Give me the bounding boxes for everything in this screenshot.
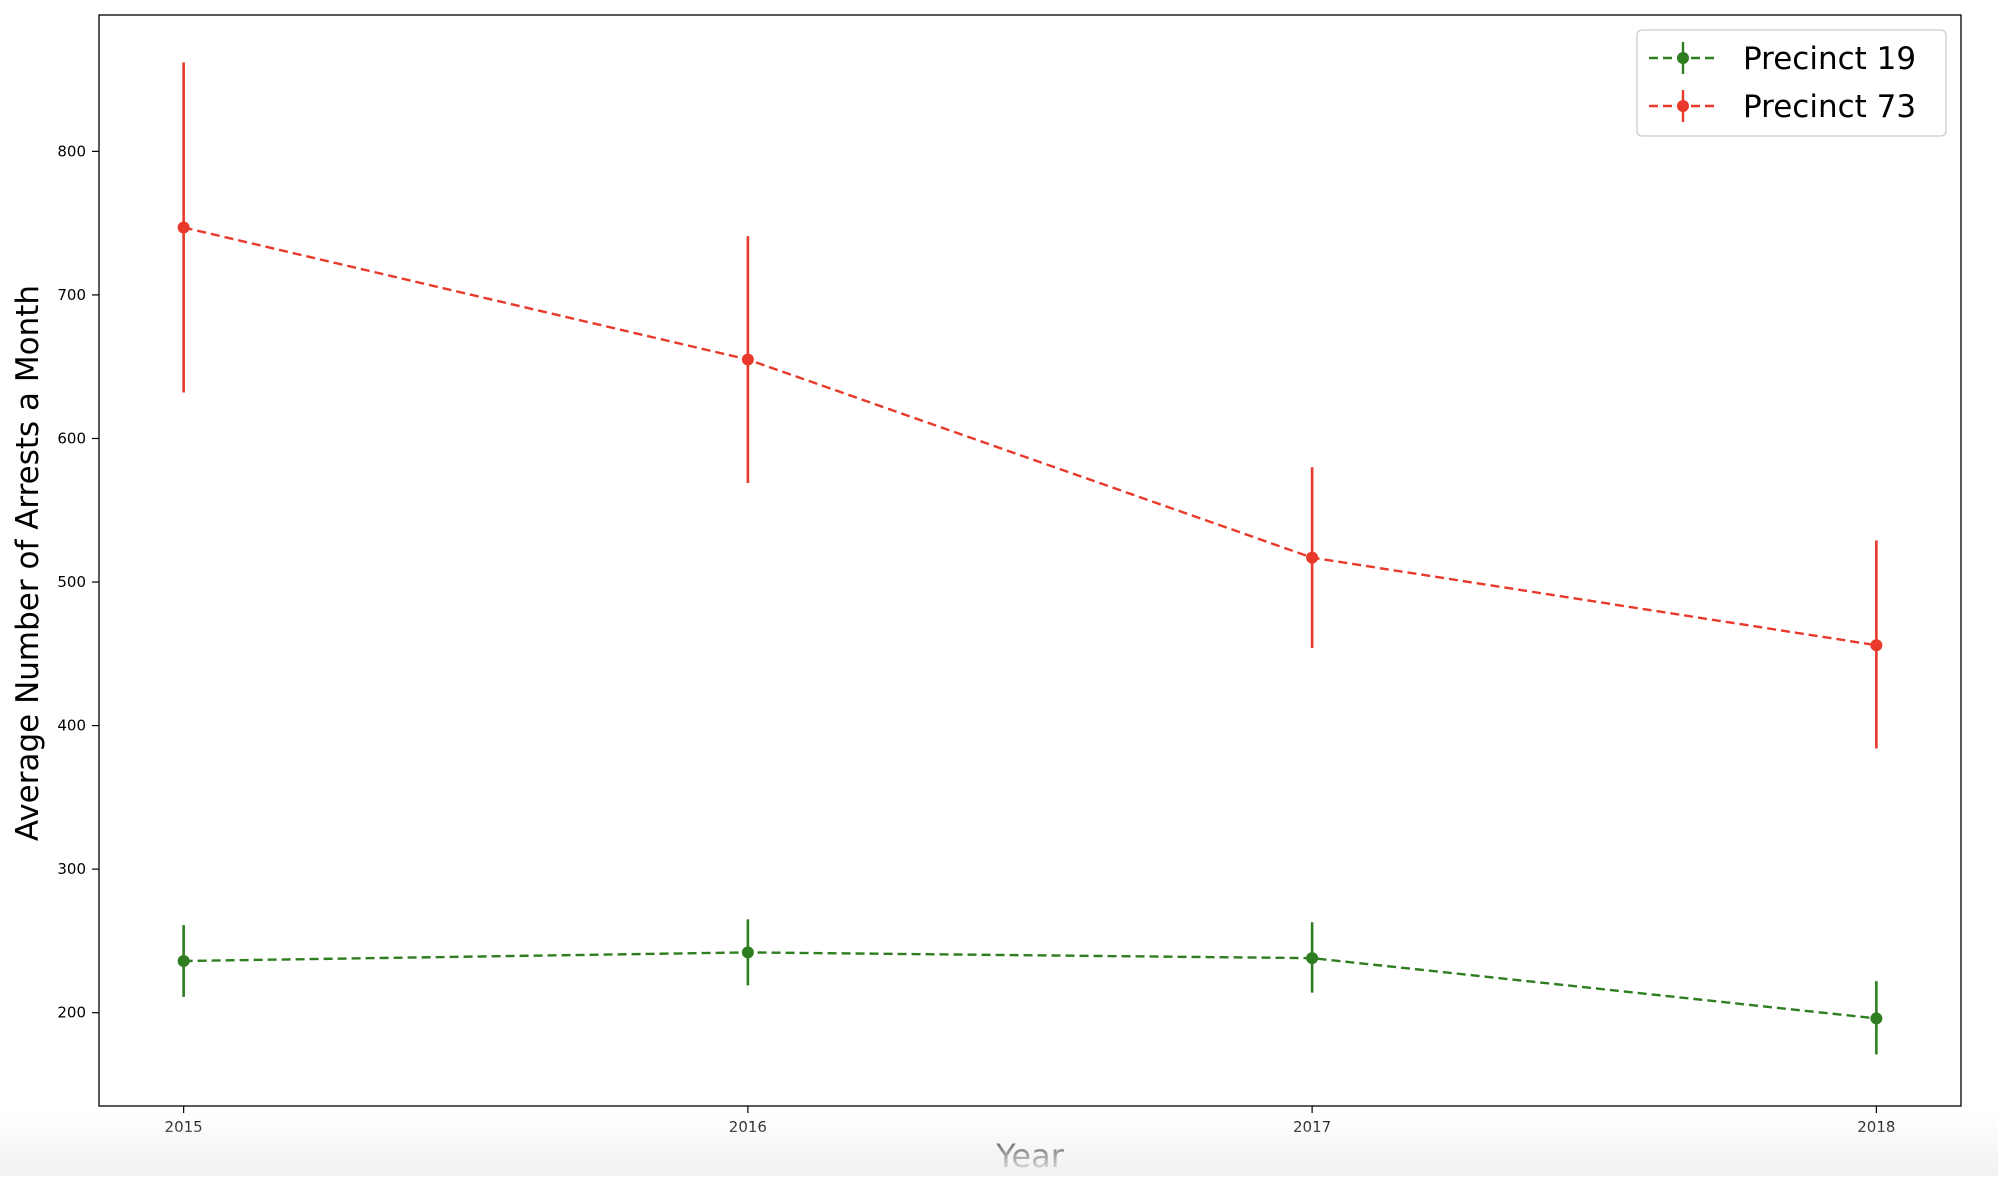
legend-marker-precinct-73 — [1677, 100, 1689, 112]
legend: Precinct 19 Precinct 73 — [1636, 29, 1947, 137]
legend-item-precinct-73: Precinct 73 — [1649, 89, 1916, 125]
legend-item-precinct-19: Precinct 19 — [1649, 41, 1916, 77]
data-point-precinct-19-2018 — [1870, 1012, 1883, 1025]
x-axis-label: Year — [995, 1137, 1065, 1175]
axes-layer: 2015 2016 2017 2018 200 300 400 500 600 700 800 — [57, 14, 1962, 1136]
x-tick-label-2017: 2017 — [1293, 1118, 1331, 1136]
legend-label-precinct-19: Precinct 19 — [1743, 41, 1916, 77]
y-axis-label: Average Number of Arrests a Month — [10, 285, 46, 841]
y-tick-label-600: 600 — [57, 429, 86, 447]
series-line-precinct-19 — [183, 951, 1877, 1020]
data-point-precinct-73-2016 — [741, 353, 754, 366]
y-tick-label-800: 800 — [57, 142, 86, 160]
x-tick-label-2016: 2016 — [729, 1118, 767, 1136]
y-tick-label-500: 500 — [57, 573, 86, 591]
series-precinct-19 — [177, 919, 1883, 1055]
data-point-precinct-73-2015 — [177, 221, 190, 234]
legend-label-precinct-73: Precinct 73 — [1743, 89, 1916, 125]
plot-frame — [98, 14, 1962, 1107]
series-line-precinct-73 — [183, 226, 1877, 647]
y-tick-label-200: 200 — [57, 1004, 86, 1022]
data-point-precinct-19-2017 — [1306, 952, 1319, 965]
y-tick-label-400: 400 — [57, 717, 86, 735]
series-layer — [177, 62, 1883, 1055]
data-point-precinct-19-2015 — [177, 955, 190, 968]
legend-box — [1636, 29, 1947, 137]
y-tick-label-300: 300 — [57, 860, 86, 878]
legend-marker-precinct-19 — [1677, 52, 1689, 64]
series-precinct-73 — [177, 62, 1883, 749]
x-tick-label-2018: 2018 — [1857, 1118, 1895, 1136]
x-tick-label-2015: 2015 — [165, 1118, 203, 1136]
y-tick-label-700: 700 — [57, 286, 86, 304]
data-point-precinct-73-2018 — [1870, 639, 1883, 652]
data-point-precinct-73-2017 — [1306, 551, 1319, 564]
data-point-precinct-19-2016 — [741, 946, 754, 959]
